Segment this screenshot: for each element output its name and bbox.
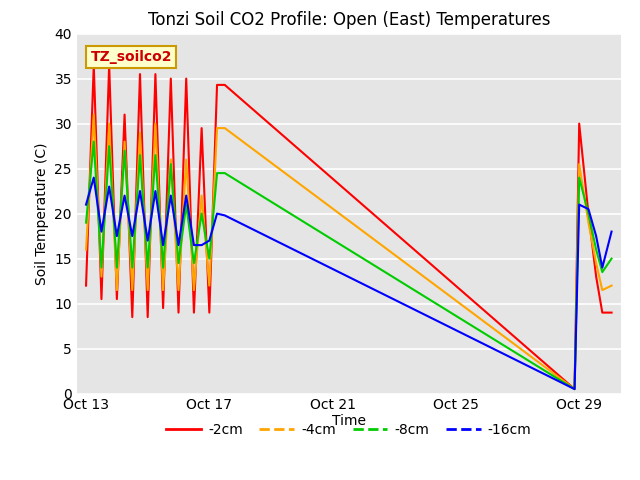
Text: TZ_soilco2: TZ_soilco2 bbox=[90, 50, 172, 64]
X-axis label: Time: Time bbox=[332, 414, 366, 428]
Title: Tonzi Soil CO2 Profile: Open (East) Temperatures: Tonzi Soil CO2 Profile: Open (East) Temp… bbox=[148, 11, 550, 29]
Legend: -2cm, -4cm, -8cm, -16cm: -2cm, -4cm, -8cm, -16cm bbox=[161, 417, 537, 443]
Y-axis label: Soil Temperature (C): Soil Temperature (C) bbox=[35, 143, 49, 285]
